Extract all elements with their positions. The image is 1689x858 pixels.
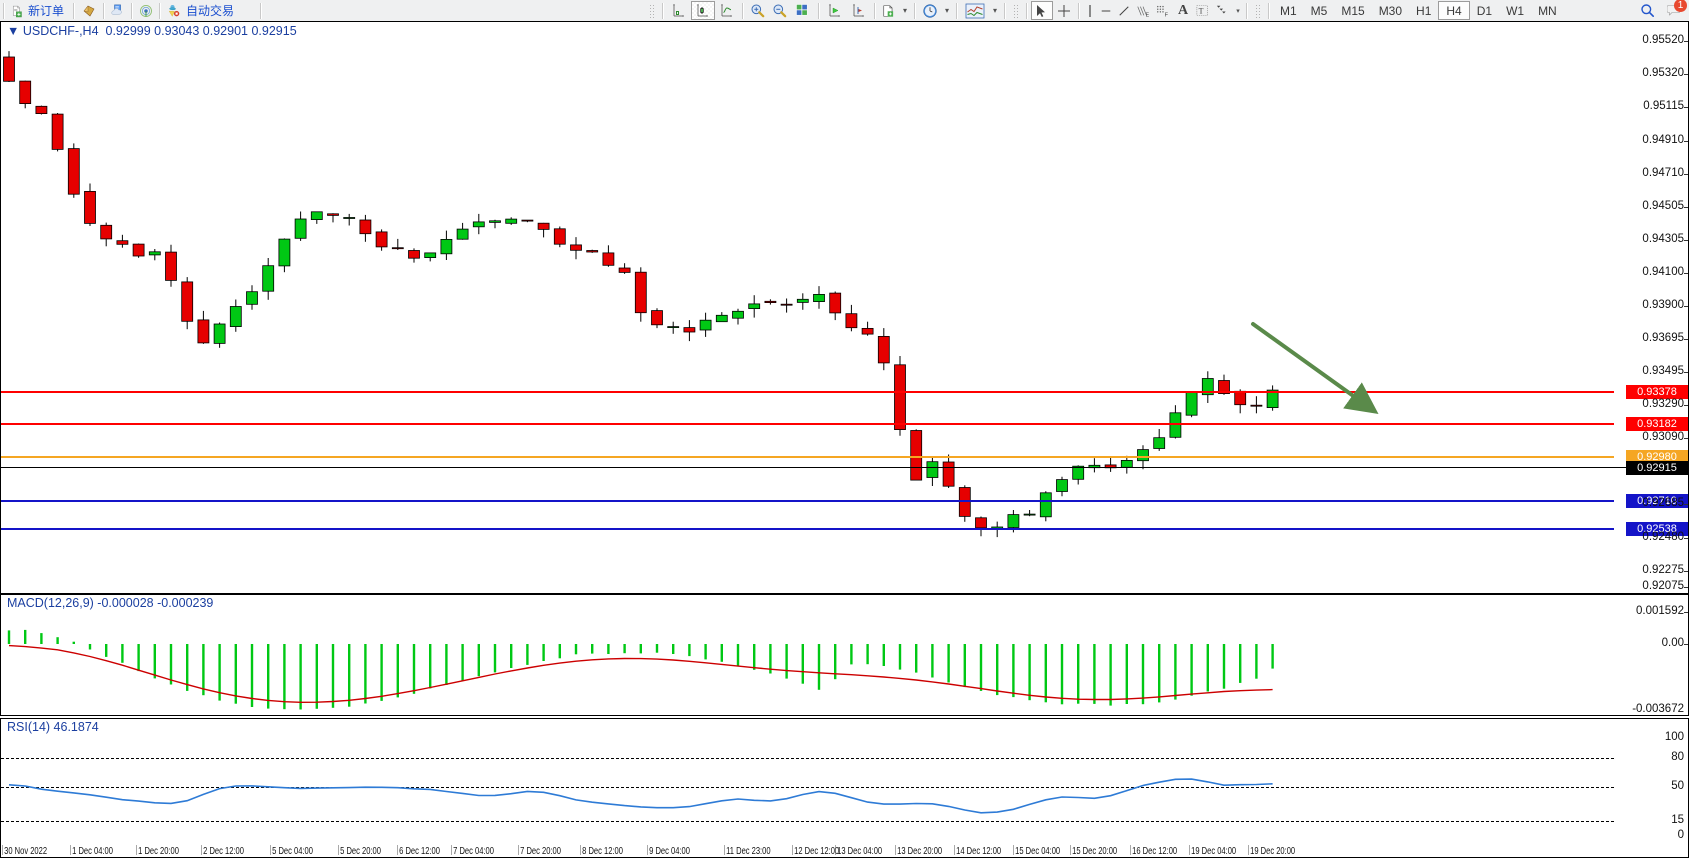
svg-text:T: T bbox=[1199, 6, 1204, 15]
svg-text:F: F bbox=[1165, 12, 1168, 17]
svg-text:E: E bbox=[1146, 12, 1150, 17]
